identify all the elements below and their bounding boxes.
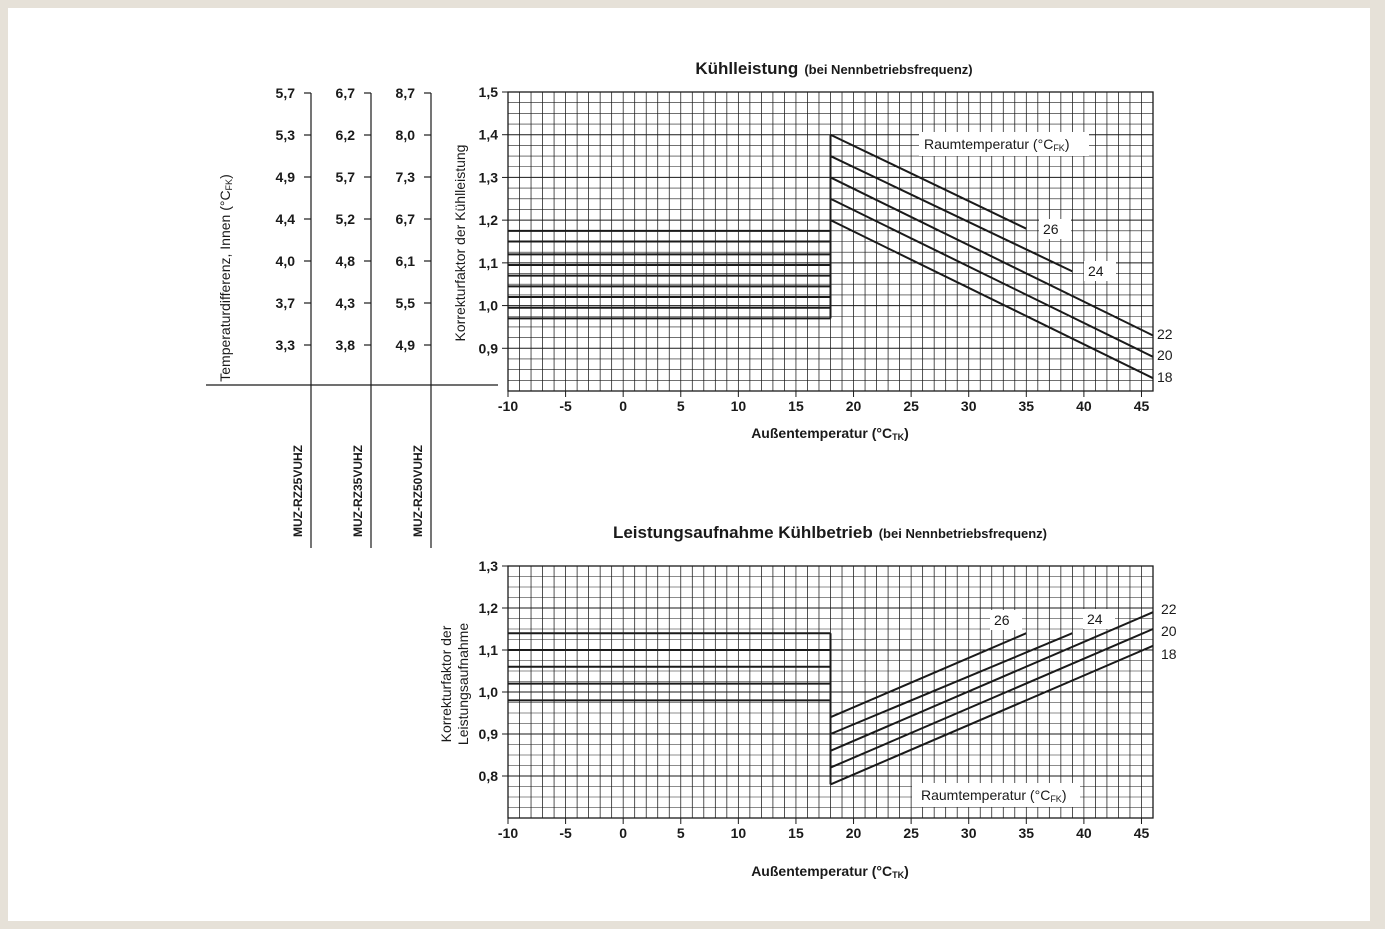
- figure-canvas: Temperaturdifferenz, Innen (°CFK) 5,7 5,3…: [8, 8, 1370, 921]
- chart-power-consumption: Leistungsaufnahme Kühlbetrieb (bei Nennbe…: [438, 523, 1177, 880]
- chart1-y-tick-label: 0,8: [479, 768, 499, 784]
- chart2-legend-title: Raumtemperatur (°CFK): [921, 787, 1067, 804]
- chart1-x-tick-label: 0: [619, 825, 627, 841]
- chart0-y-tick-label: 0,9: [479, 340, 499, 356]
- scale-value: 4,9: [276, 169, 296, 185]
- scale-value: 5,7: [336, 169, 356, 185]
- scale-value: 4,3: [336, 295, 356, 311]
- chart0-y-tick-label: 1,0: [479, 298, 499, 314]
- chart1-y-tick-label: 1,1: [479, 642, 499, 658]
- chart1-series-18-label: 18: [1161, 646, 1177, 662]
- scale-value: 6,2: [336, 127, 356, 143]
- chart0-series-22-label: 22: [1157, 326, 1173, 342]
- chart1-x-tick-label: 45: [1134, 825, 1150, 841]
- chart1-title: Kühlleistung (bei Nennbetriebsfrequenz): [695, 59, 972, 78]
- chart1-y-tick-label: 1,2: [479, 600, 499, 616]
- chart0-series-26-label: 26: [1043, 221, 1059, 237]
- chart0-x-tick-label: -5: [559, 398, 572, 414]
- scale-value: 5,5: [396, 295, 416, 311]
- chart1-y-tick-label: 1,3: [479, 558, 499, 574]
- chart1-x-tick-label: 25: [903, 825, 919, 841]
- chart0-y-tick-label: 1,2: [479, 212, 499, 228]
- chart1-x-tick-label: -10: [498, 825, 518, 841]
- scale-value: 4,0: [276, 253, 296, 269]
- chart1-xlabel: Außentemperatur (°CTK): [751, 425, 909, 442]
- chart1-y-tick-label: 0,9: [479, 726, 499, 742]
- model-name-label: MUZ-RZ25VUHZ: [291, 445, 305, 537]
- chart1-ylabel: Korrekturfaktor der Kühlleistung: [452, 145, 468, 342]
- chart1-x-tick-label: 15: [788, 825, 804, 841]
- chart1-series-24-label: 24: [1087, 611, 1103, 627]
- chart1-x-tick-label: 35: [1019, 825, 1035, 841]
- figure-panel: Temperaturdifferenz, Innen (°CFK) 5,7 5,3…: [8, 8, 1370, 921]
- chart2-ylabel-line1: Korrekturfaktor der: [438, 625, 454, 742]
- scale-value: 7,3: [396, 169, 416, 185]
- chart0-x-tick-label: 20: [846, 398, 862, 414]
- chart2-ylabel-line2: Leistungsaufnahme: [455, 623, 471, 745]
- chart1-x-tick-label: 10: [731, 825, 747, 841]
- scale-value: 5,2: [336, 211, 356, 227]
- chart0-x-tick-label: 35: [1019, 398, 1035, 414]
- chart-cooling-capacity: Kühlleistung (bei Nennbetriebsfrequenz) K…: [452, 59, 1173, 442]
- scale-value: 8,0: [396, 127, 416, 143]
- scale-value: 4,8: [336, 253, 356, 269]
- chart2-ylabel: Korrekturfaktor derLeistungsaufnahme: [438, 623, 471, 745]
- chart0-x-tick-label: 5: [677, 398, 685, 414]
- chart0-series-20-label: 20: [1157, 347, 1173, 363]
- scale-value: 3,8: [336, 337, 356, 353]
- chart0-series-18-label: 18: [1157, 369, 1173, 385]
- chart0-x-tick-label: -10: [498, 398, 518, 414]
- chart1-y-tick-label: 1,0: [479, 684, 499, 700]
- scale-value: 3,7: [276, 295, 296, 311]
- chart0-x-tick-label: 15: [788, 398, 804, 414]
- chart2-xlabel: Außentemperatur (°CTK): [751, 863, 909, 880]
- scale-value: 8,7: [396, 85, 416, 101]
- chart0-x-tick-label: 10: [731, 398, 747, 414]
- chart1-x-tick-label: 30: [961, 825, 977, 841]
- scale-value: 3,3: [276, 337, 296, 353]
- scale-value: 4,9: [396, 337, 416, 353]
- chart1-series-20-label: 20: [1161, 623, 1177, 639]
- scale-value: 6,7: [336, 85, 356, 101]
- chart0-x-tick-label: 45: [1134, 398, 1150, 414]
- scale-value: 6,7: [396, 211, 416, 227]
- chart1-legend-title: Raumtemperatur (°CFK): [924, 136, 1070, 153]
- chart1-x-tick-label: -5: [559, 825, 572, 841]
- chart0-x-tick-label: 0: [619, 398, 627, 414]
- chart0-y-tick-label: 1,1: [479, 255, 499, 271]
- chart1-series-26-label: 26: [994, 612, 1010, 628]
- scale-value: 6,1: [396, 253, 416, 269]
- model-name-label: MUZ-RZ35VUHZ: [351, 445, 365, 537]
- temp-diff-axis-label: Temperaturdifferenz, Innen (°CFK): [217, 174, 234, 382]
- chart0-y-tick-label: 1,5: [479, 84, 499, 100]
- chart2-title: Leistungsaufnahme Kühlbetrieb (bei Nennbe…: [613, 523, 1047, 542]
- scale-value: 4,4: [276, 211, 296, 227]
- model-name-label: MUZ-RZ50VUHZ: [411, 445, 425, 537]
- chart1-x-tick-label: 40: [1076, 825, 1092, 841]
- chart1-x-tick-label: 5: [677, 825, 685, 841]
- chart0-x-tick-label: 25: [903, 398, 919, 414]
- chart0-series-24-label: 24: [1088, 263, 1104, 279]
- scale-value: 5,7: [276, 85, 296, 101]
- chart1-x-tick-label: 20: [846, 825, 862, 841]
- chart1-series-22-label: 22: [1161, 601, 1177, 617]
- chart0-x-tick-label: 30: [961, 398, 977, 414]
- scale-value: 5,3: [276, 127, 296, 143]
- chart0-x-tick-label: 40: [1076, 398, 1092, 414]
- chart0-y-tick-label: 1,4: [479, 127, 499, 143]
- chart0-y-tick-label: 1,3: [479, 169, 499, 185]
